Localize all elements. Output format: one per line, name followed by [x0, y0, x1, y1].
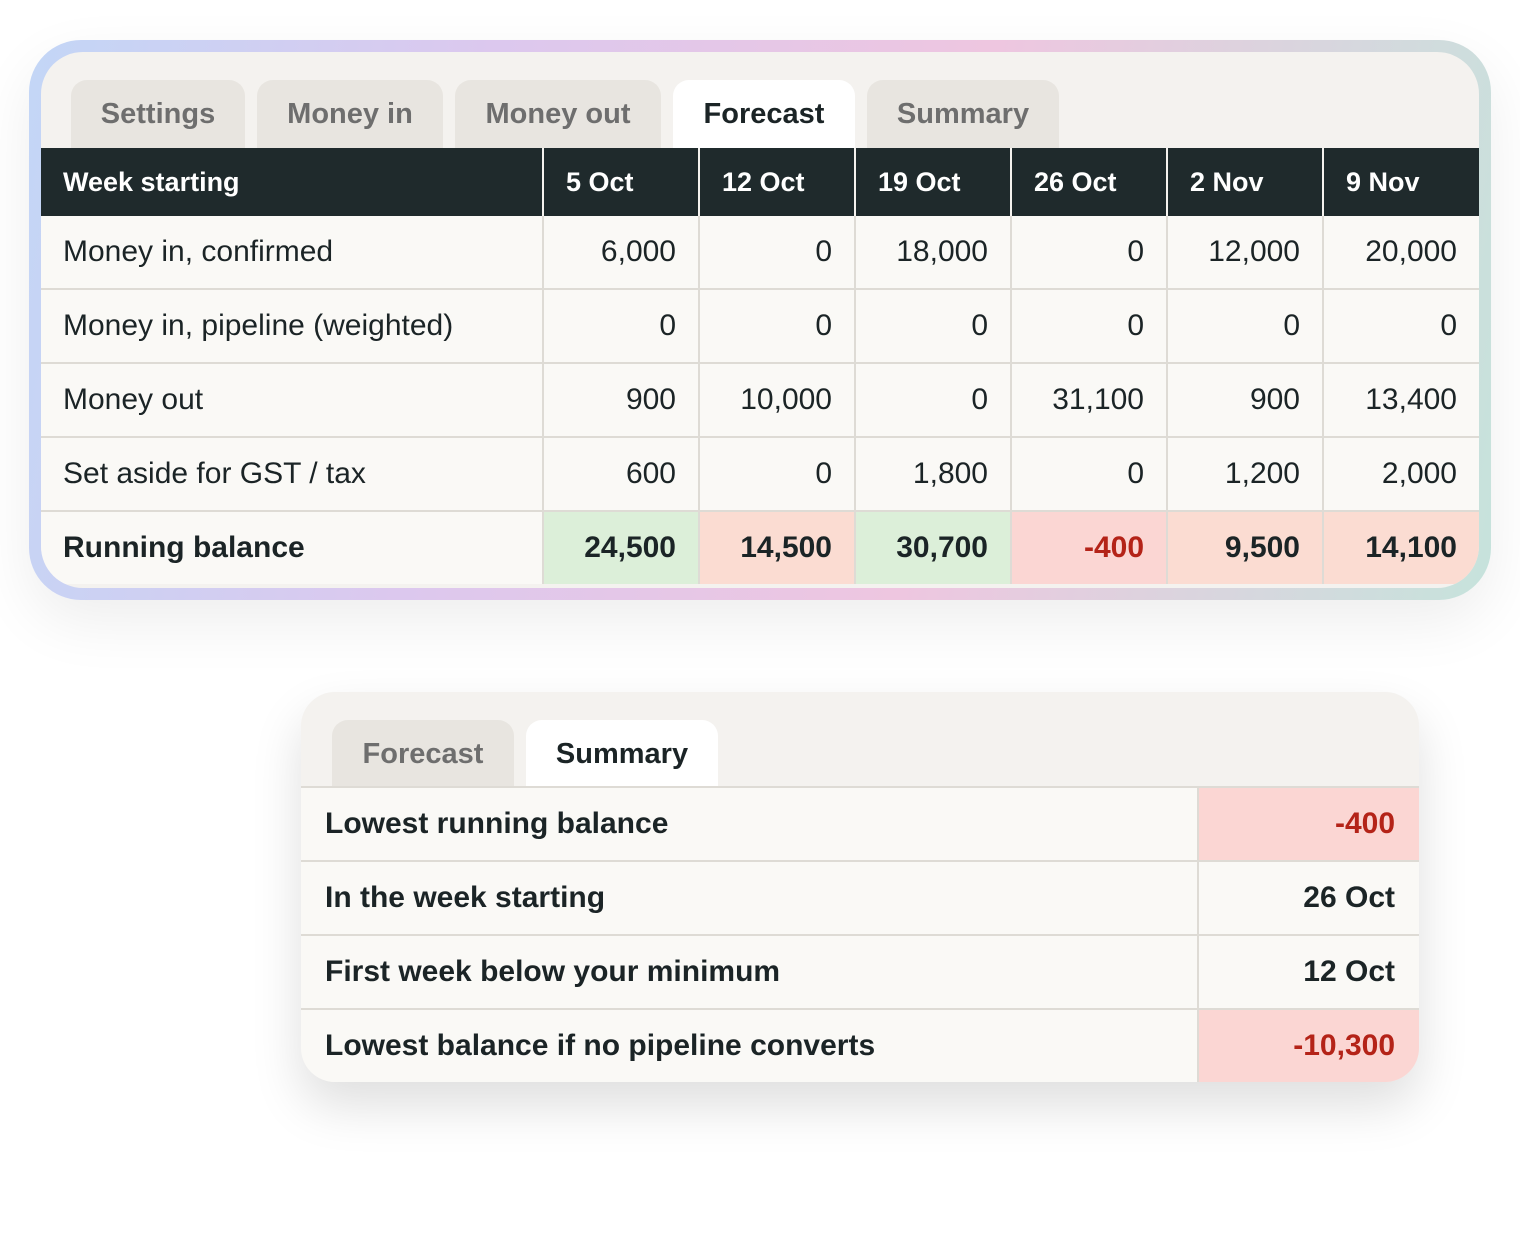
row-label: Money in, pipeline (weighted)	[41, 289, 544, 364]
forecast-header-row: Week starting 5 Oct 12 Oct 19 Oct 26 Oct…	[41, 148, 1479, 216]
table-cell: 10,000	[699, 363, 856, 438]
tab-forecast[interactable]: Forecast	[673, 80, 855, 148]
balance-cell: -400	[1011, 511, 1168, 584]
table-cell: 0	[1011, 216, 1168, 290]
summary-tab-bar: Forecast Summary	[332, 720, 730, 788]
balance-cell: 9,500	[1167, 511, 1324, 584]
table-row-money-in-confirmed: Money in, confirmed 6,000 0 18,000 0 12,…	[41, 216, 1479, 290]
summary-label: First week below your minimum	[301, 935, 1198, 1010]
table-row-money-in-pipeline: Money in, pipeline (weighted) 0 0 0 0 0 …	[41, 289, 1479, 364]
table-cell: 20,000	[1323, 216, 1479, 290]
table-cell: 0	[1011, 437, 1168, 512]
table-cell: 900	[543, 363, 700, 438]
table-cell: 0	[855, 363, 1012, 438]
balance-cell: 14,500	[699, 511, 856, 584]
tab-summary[interactable]: Summary	[867, 80, 1059, 148]
table-cell: 0	[699, 437, 856, 512]
summary-row-week-starting: In the week starting 26 Oct	[301, 861, 1419, 936]
tab-settings[interactable]: Settings	[71, 80, 245, 148]
column-header-week: 9 Nov	[1323, 148, 1479, 216]
table-row-set-aside-tax: Set aside for GST / tax 600 0 1,800 0 1,…	[41, 437, 1479, 512]
forecast-tab-bar: Settings Money in Money out Forecast Sum…	[71, 80, 1071, 148]
forecast-card: Settings Money in Money out Forecast Sum…	[41, 52, 1479, 588]
summary-card: Forecast Summary Lowest running balance …	[301, 692, 1419, 1082]
column-header-week: 12 Oct	[699, 148, 856, 216]
table-cell: 31,100	[1011, 363, 1168, 438]
table-cell: 0	[1011, 289, 1168, 364]
summary-value: -400	[1197, 786, 1419, 862]
summary-value: -10,300	[1197, 1009, 1419, 1082]
balance-cell: 30,700	[855, 511, 1012, 584]
summary-row-first-week-below-minimum: First week below your minimum 12 Oct	[301, 935, 1419, 1010]
table-cell: 0	[1323, 289, 1479, 364]
table-cell: 13,400	[1323, 363, 1479, 438]
table-cell: 1,800	[855, 437, 1012, 512]
row-label: Money out	[41, 363, 544, 438]
forecast-table: Week starting 5 Oct 12 Oct 19 Oct 26 Oct…	[41, 148, 1479, 584]
summary-label: Lowest running balance	[301, 786, 1198, 862]
table-cell: 12,000	[1167, 216, 1324, 290]
table-cell: 18,000	[855, 216, 1012, 290]
table-row-money-out: Money out 900 10,000 0 31,100 900 13,400	[41, 363, 1479, 438]
summary-table: Lowest running balance -400 In the week …	[301, 786, 1419, 1082]
column-header-week-starting: Week starting	[41, 148, 544, 216]
table-cell: 0	[699, 216, 856, 290]
column-header-week: 26 Oct	[1011, 148, 1168, 216]
table-cell: 1,200	[1167, 437, 1324, 512]
balance-cell: 24,500	[543, 511, 700, 584]
tab-forecast[interactable]: Forecast	[332, 720, 514, 788]
table-cell: 600	[543, 437, 700, 512]
balance-cell: 14,100	[1323, 511, 1479, 584]
table-cell: 0	[855, 289, 1012, 364]
column-header-week: 5 Oct	[543, 148, 700, 216]
summary-row-no-pipeline: Lowest balance if no pipeline converts -…	[301, 1009, 1419, 1082]
summary-value: 26 Oct	[1197, 861, 1419, 936]
table-cell: 0	[543, 289, 700, 364]
summary-value: 12 Oct	[1197, 935, 1419, 1010]
table-cell: 900	[1167, 363, 1324, 438]
row-label-running-balance: Running balance	[41, 511, 544, 584]
summary-label: In the week starting	[301, 861, 1198, 936]
table-cell: 0	[1167, 289, 1324, 364]
summary-label: Lowest balance if no pipeline converts	[301, 1009, 1198, 1082]
table-row-running-balance: Running balance 24,500 14,500 30,700 -40…	[41, 511, 1479, 584]
tab-money-out[interactable]: Money out	[455, 80, 661, 148]
table-cell: 0	[699, 289, 856, 364]
column-header-week: 2 Nov	[1167, 148, 1324, 216]
table-cell: 6,000	[543, 216, 700, 290]
tab-summary[interactable]: Summary	[526, 720, 718, 788]
summary-row-lowest-balance: Lowest running balance -400	[301, 786, 1419, 862]
column-header-week: 19 Oct	[855, 148, 1012, 216]
tab-money-in[interactable]: Money in	[257, 80, 443, 148]
table-cell: 2,000	[1323, 437, 1479, 512]
row-label: Money in, confirmed	[41, 216, 544, 290]
row-label: Set aside for GST / tax	[41, 437, 544, 512]
